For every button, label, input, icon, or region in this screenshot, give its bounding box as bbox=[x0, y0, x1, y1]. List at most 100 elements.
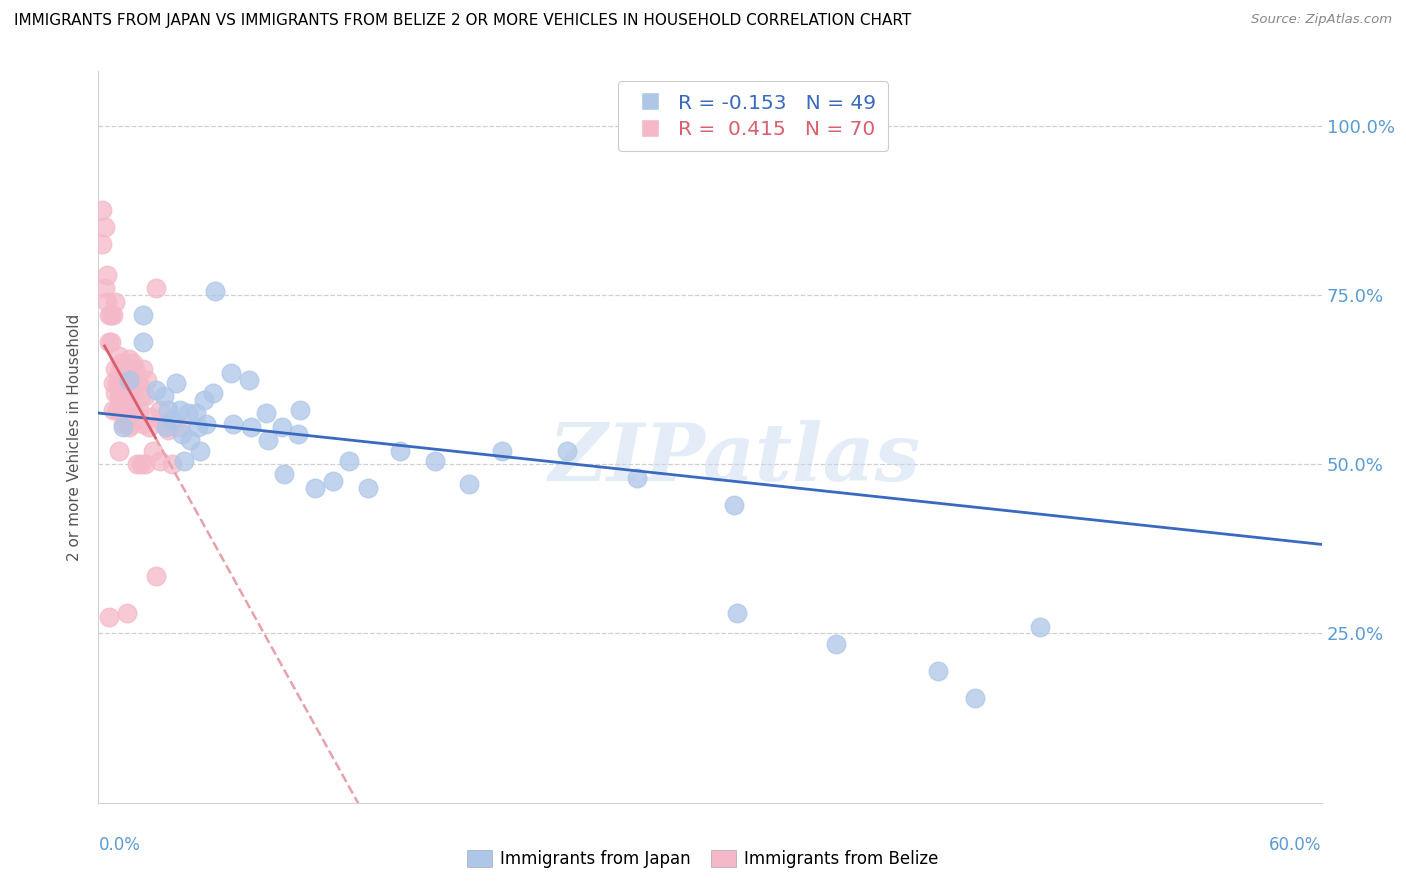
Point bbox=[141, 409, 163, 424]
Legend: Immigrants from Japan, Immigrants from Belize: Immigrants from Japan, Immigrants from B… bbox=[461, 843, 945, 875]
Point bbox=[118, 376, 141, 390]
Point bbox=[111, 417, 134, 431]
Point bbox=[145, 569, 167, 583]
Text: Source: ZipAtlas.com: Source: ZipAtlas.com bbox=[1251, 13, 1392, 27]
Point bbox=[356, 481, 378, 495]
Point bbox=[118, 352, 141, 367]
Point bbox=[188, 443, 212, 458]
Text: ZIPatlas: ZIPatlas bbox=[548, 420, 921, 498]
Point bbox=[115, 372, 138, 386]
Point bbox=[152, 417, 174, 431]
Point bbox=[91, 237, 114, 252]
Point bbox=[93, 281, 115, 295]
Point bbox=[100, 335, 122, 350]
Point bbox=[122, 383, 145, 397]
Text: 60.0%: 60.0% bbox=[1270, 836, 1322, 854]
Point bbox=[118, 420, 141, 434]
Point bbox=[179, 434, 201, 448]
Point bbox=[927, 664, 949, 678]
Point bbox=[97, 335, 120, 350]
Point bbox=[290, 403, 312, 417]
Point bbox=[145, 383, 167, 397]
Point bbox=[725, 606, 748, 620]
Point bbox=[128, 376, 150, 390]
Legend: R = -0.153   N = 49, R =  0.415   N = 70: R = -0.153 N = 49, R = 0.415 N = 70 bbox=[617, 81, 889, 151]
Point bbox=[104, 386, 127, 401]
Point bbox=[93, 220, 115, 235]
Point bbox=[1029, 620, 1052, 634]
Point bbox=[389, 443, 412, 458]
Point bbox=[287, 426, 309, 441]
Point bbox=[423, 454, 446, 468]
Point bbox=[322, 474, 344, 488]
Point bbox=[97, 308, 120, 322]
Point bbox=[160, 413, 183, 427]
Point bbox=[108, 389, 131, 403]
Text: 0.0%: 0.0% bbox=[98, 836, 141, 854]
Point bbox=[118, 389, 141, 403]
Y-axis label: 2 or more Vehicles in Household: 2 or more Vehicles in Household bbox=[67, 313, 83, 561]
Point bbox=[114, 403, 136, 417]
Point bbox=[122, 355, 145, 369]
Point bbox=[270, 420, 294, 434]
Point bbox=[186, 406, 208, 420]
Point bbox=[165, 376, 187, 390]
Point bbox=[177, 406, 200, 420]
Point bbox=[97, 609, 120, 624]
Point bbox=[115, 389, 138, 403]
Point bbox=[134, 457, 156, 471]
Point bbox=[240, 420, 263, 434]
Point bbox=[555, 443, 579, 458]
Point bbox=[110, 396, 132, 410]
Point bbox=[110, 376, 132, 390]
Point bbox=[128, 403, 150, 417]
Point bbox=[149, 454, 172, 468]
Point bbox=[129, 389, 152, 403]
Point bbox=[124, 403, 146, 417]
Point bbox=[101, 403, 124, 417]
Point bbox=[120, 417, 142, 431]
Point bbox=[114, 366, 136, 380]
Point bbox=[160, 457, 183, 471]
Point bbox=[169, 403, 191, 417]
Point bbox=[114, 379, 136, 393]
Point bbox=[825, 637, 848, 651]
Point bbox=[132, 417, 155, 431]
Point bbox=[110, 355, 132, 369]
Point bbox=[105, 376, 128, 390]
Point bbox=[173, 454, 195, 468]
Point bbox=[193, 392, 215, 407]
Point bbox=[127, 457, 149, 471]
Point bbox=[626, 471, 648, 485]
Point bbox=[145, 281, 167, 295]
Point bbox=[187, 420, 209, 434]
Point bbox=[132, 362, 155, 376]
Point bbox=[108, 443, 131, 458]
Point bbox=[304, 481, 326, 495]
Point bbox=[120, 389, 142, 403]
Point bbox=[120, 372, 142, 386]
Point bbox=[115, 606, 138, 620]
Point bbox=[238, 372, 260, 386]
Point bbox=[149, 403, 172, 417]
Point bbox=[156, 423, 179, 437]
Point bbox=[118, 372, 141, 386]
Point bbox=[152, 389, 174, 403]
Point bbox=[273, 467, 295, 482]
Point bbox=[104, 294, 127, 309]
Point bbox=[222, 417, 245, 431]
Point bbox=[219, 366, 242, 380]
Point bbox=[169, 420, 191, 434]
Point bbox=[111, 389, 134, 403]
Point bbox=[108, 366, 131, 380]
Point bbox=[104, 362, 127, 376]
Point bbox=[204, 285, 226, 299]
Point bbox=[254, 406, 277, 420]
Point bbox=[105, 403, 128, 417]
Point bbox=[115, 403, 138, 417]
Point bbox=[136, 372, 159, 386]
Point bbox=[111, 369, 134, 384]
Point bbox=[96, 268, 118, 282]
Point bbox=[156, 403, 179, 417]
Point bbox=[91, 203, 114, 218]
